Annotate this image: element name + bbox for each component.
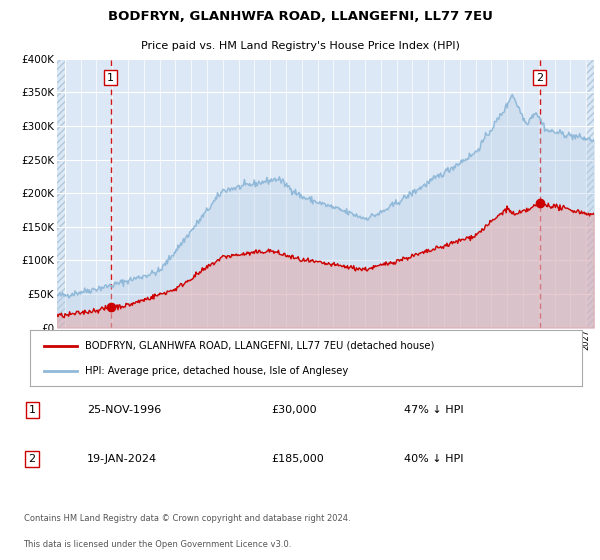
Text: BODFRYN, GLANHWFA ROAD, LLANGEFNI, LL77 7EU: BODFRYN, GLANHWFA ROAD, LLANGEFNI, LL77 … <box>107 10 493 23</box>
Bar <box>586 59 594 328</box>
Text: £185,000: £185,000 <box>271 454 324 464</box>
Text: 40% ↓ HPI: 40% ↓ HPI <box>404 454 463 464</box>
Text: 47% ↓ HPI: 47% ↓ HPI <box>404 405 463 415</box>
Text: 19-JAN-2024: 19-JAN-2024 <box>87 454 157 464</box>
Text: 2: 2 <box>536 73 543 83</box>
Text: 25-NOV-1996: 25-NOV-1996 <box>87 405 161 415</box>
Text: Price paid vs. HM Land Registry's House Price Index (HPI): Price paid vs. HM Land Registry's House … <box>140 41 460 51</box>
Text: This data is licensed under the Open Government Licence v3.0.: This data is licensed under the Open Gov… <box>23 540 292 549</box>
Bar <box>57 59 65 328</box>
Text: 2: 2 <box>29 454 36 464</box>
Text: Contains HM Land Registry data © Crown copyright and database right 2024.: Contains HM Land Registry data © Crown c… <box>23 514 350 522</box>
Text: 1: 1 <box>29 405 35 415</box>
Text: 1: 1 <box>107 73 114 83</box>
Text: £30,000: £30,000 <box>271 405 317 415</box>
Text: HPI: Average price, detached house, Isle of Anglesey: HPI: Average price, detached house, Isle… <box>85 366 349 376</box>
Text: BODFRYN, GLANHWFA ROAD, LLANGEFNI, LL77 7EU (detached house): BODFRYN, GLANHWFA ROAD, LLANGEFNI, LL77 … <box>85 340 434 351</box>
